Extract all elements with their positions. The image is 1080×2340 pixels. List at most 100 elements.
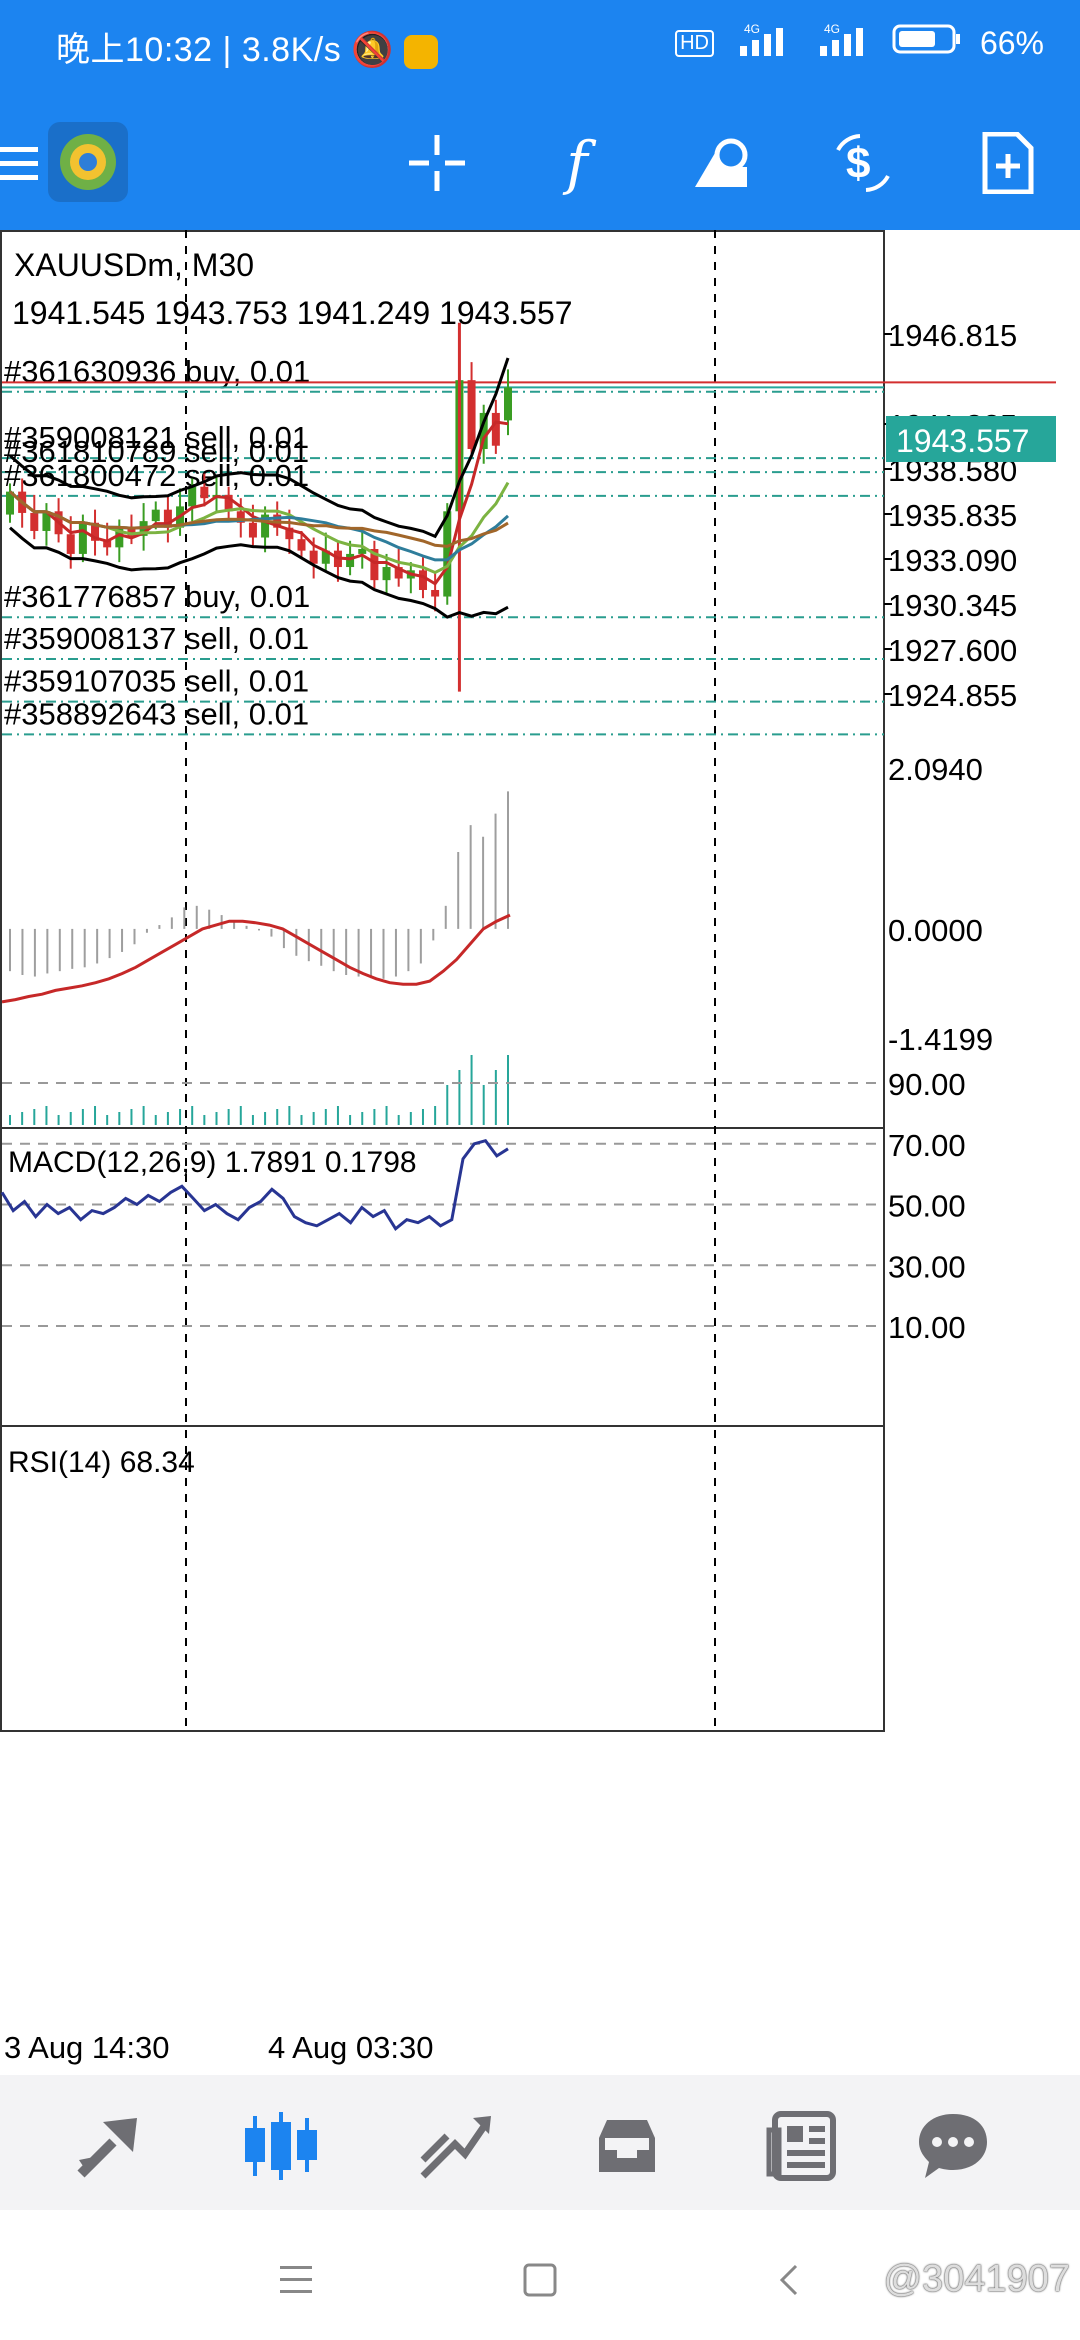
ohlc-label: 1941.545 1943.753 1941.249 1943.557 xyxy=(12,295,573,331)
battery-icon xyxy=(892,22,962,64)
candle-body xyxy=(42,511,51,531)
rsi-tick-label: 10.00 xyxy=(888,1310,966,1345)
current-price-badge xyxy=(886,416,1056,462)
candle-body xyxy=(394,567,403,579)
chart-toolbar: f $ xyxy=(0,96,1080,230)
crosshair-icon[interactable] xyxy=(400,126,474,200)
rsi-pane: 90.00 70.00 50.00 30.00 10.00 xyxy=(0,1067,966,1345)
symbol-label: XAUUSDm, M30 xyxy=(14,247,254,283)
mute-icon: 🔕 xyxy=(351,31,395,69)
candle-body xyxy=(321,550,330,564)
network-label-2: 4G xyxy=(824,22,840,36)
svg-text:$: $ xyxy=(846,139,870,188)
new-order-icon[interactable] xyxy=(970,126,1044,200)
candle-body xyxy=(309,550,318,564)
candle-body xyxy=(285,527,294,540)
status-left: 晚上10:32 | 3.8K/s 🔕 xyxy=(56,22,438,71)
macd-tick-label: 0.0000 xyxy=(888,913,983,948)
candle-body xyxy=(261,514,270,538)
candle-body xyxy=(6,491,14,515)
signal-icon: 4G xyxy=(732,22,794,64)
objects-icon[interactable] xyxy=(684,126,758,200)
candle-body xyxy=(103,540,112,548)
candle-body xyxy=(382,567,391,581)
status-bar: 晚上10:32 | 3.8K/s 🔕 HD 4G 4G xyxy=(0,0,1080,96)
macd-tick-label: 2.0940 xyxy=(888,752,983,787)
candle-body xyxy=(91,522,100,541)
menu-icon[interactable] xyxy=(0,126,50,200)
candle-body xyxy=(479,412,488,449)
price-tick-label: 1933.090 xyxy=(888,543,1017,578)
chart-area[interactable]: 1946.8151941.3251938.5801935.8351933.090… xyxy=(0,230,1080,2075)
candle-body xyxy=(346,553,355,568)
candle-body xyxy=(248,522,257,538)
candle-body xyxy=(115,527,124,548)
rsi-pane-frame xyxy=(0,1425,885,1732)
rsi-label: RSI(14) 68.34 xyxy=(8,1446,195,1479)
back-icon[interactable] xyxy=(760,2250,820,2310)
quotes-icon[interactable] xyxy=(64,2101,154,2191)
order-label: #358892643 sell, 0.01 xyxy=(4,696,309,731)
time-label-1: 3 Aug 14:30 xyxy=(4,2030,170,2065)
status-right: HD 4G 4G 66% xyxy=(675,22,1044,64)
messages-icon[interactable] xyxy=(908,2101,998,2191)
menu-nav-icon[interactable] xyxy=(266,2250,326,2310)
price-tick-label: 1935.835 xyxy=(888,498,1017,533)
current-price-label: 1943.557 xyxy=(896,423,1029,459)
price-tick-label: 1946.815 xyxy=(888,318,1017,353)
macd-label: MACD(12,26,9) 1.7891 0.1798 xyxy=(8,1146,417,1179)
candle-body xyxy=(297,539,306,551)
order-label: #361810789 sell, 0.01 xyxy=(4,434,309,469)
candle-body xyxy=(78,522,87,554)
watermark: @3041907 xyxy=(883,2258,1070,2300)
metatrader-logo-icon[interactable] xyxy=(46,120,130,204)
status-speed: 3.8K/s xyxy=(241,31,342,69)
rsi-tick-label: 90.00 xyxy=(888,1067,966,1102)
candle-body xyxy=(66,534,75,554)
macd-signal-line xyxy=(1,913,511,1004)
order-label: #361776857 buy, 0.01 xyxy=(4,579,310,614)
candle-body xyxy=(443,511,452,597)
candle-body xyxy=(491,412,500,446)
price-tick-label: 1924.855 xyxy=(888,678,1017,713)
home-icon[interactable] xyxy=(510,2250,570,2310)
candle-body xyxy=(504,387,512,421)
bottom-tab-bar xyxy=(0,2075,1080,2210)
trade-icon[interactable]: $ xyxy=(826,126,900,200)
trade-tab-icon[interactable] xyxy=(410,2101,500,2191)
candle-body xyxy=(151,509,160,522)
price-tick-label: 1930.345 xyxy=(888,588,1017,623)
history-icon[interactable] xyxy=(582,2101,672,2191)
time-label-2: 4 Aug 03:30 xyxy=(268,2030,434,2065)
order-label: #359107035 sell, 0.01 xyxy=(4,664,309,699)
candle-body xyxy=(431,589,440,597)
rsi-tick-label: 50.00 xyxy=(888,1189,966,1224)
indicators-label: f xyxy=(566,129,588,197)
candle-body xyxy=(188,486,197,507)
system-nav-bar xyxy=(0,2210,1080,2340)
indicators-icon[interactable]: f xyxy=(540,126,614,200)
order-label: #359008137 sell, 0.01 xyxy=(4,621,309,656)
order-label: #359008121 sell, 0.01 xyxy=(4,420,309,455)
signal-icon-2: 4G xyxy=(812,22,874,64)
price-tick-label: 1927.600 xyxy=(888,633,1017,668)
macd-pane: 2.0940 0.0000 -1.4199 xyxy=(1,752,993,1057)
candle-body xyxy=(127,527,136,536)
status-time: 晚上10:32 xyxy=(56,31,213,69)
candle-body xyxy=(358,549,367,554)
candle-body xyxy=(200,486,209,499)
battery-level: 66% xyxy=(979,24,1044,61)
ma-long-line xyxy=(9,490,509,548)
macd-tick-label: -1.4199 xyxy=(888,1022,993,1057)
news-icon[interactable] xyxy=(756,2101,846,2191)
candle-body xyxy=(467,380,476,449)
chart-canvas[interactable]: 1946.8151941.3251938.5801935.8351933.090… xyxy=(0,230,1080,2075)
price-pane: 1946.8151941.3251938.5801935.8351933.090… xyxy=(2,318,1056,1125)
candle-body xyxy=(224,494,233,512)
rsi-line xyxy=(0,1138,509,1232)
candle-body xyxy=(418,570,427,590)
rsi-tick-label: 30.00 xyxy=(888,1249,966,1284)
chart-icon[interactable] xyxy=(236,2101,326,2191)
weibo-icon xyxy=(403,35,438,70)
candle-body xyxy=(163,509,172,528)
